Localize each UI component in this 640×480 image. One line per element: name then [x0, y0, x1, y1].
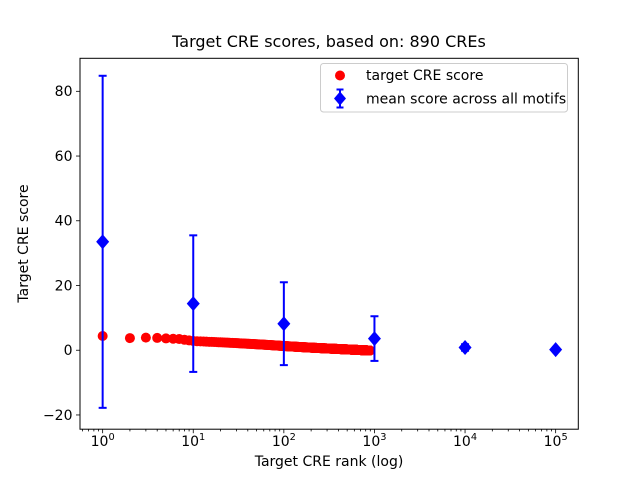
y-tick-label: 80	[55, 84, 73, 100]
x-tick-label: 104	[453, 432, 477, 450]
x-axis-ticks: 100 101 102 103 104 105	[82, 429, 568, 450]
legend-circle-icon	[335, 70, 345, 81]
x-tick-label: 105	[544, 432, 568, 450]
y-tick-label: 40	[55, 214, 73, 230]
target-score-point	[124, 333, 135, 344]
mean-score-point	[549, 342, 563, 358]
y-axis-ticks: −20 0 20 40 60 80	[43, 84, 80, 424]
mean-score-point	[458, 339, 472, 355]
y-tick-label: 20	[55, 278, 73, 294]
mean-score-point	[277, 316, 291, 332]
y-tick-label: 0	[64, 343, 73, 359]
mean-score-point	[367, 331, 381, 347]
y-tick-label: 60	[55, 149, 73, 165]
y-tick-label: −20	[43, 408, 73, 424]
x-tick-label: 101	[181, 432, 205, 450]
target-score-point	[364, 345, 375, 356]
y-axis-label: Target CRE score	[16, 184, 32, 303]
mean-score-point	[96, 234, 110, 250]
legend-diamond-icon	[334, 88, 346, 109]
target-score-point	[160, 333, 171, 344]
series-target-cre-score	[97, 330, 375, 356]
target-score-point	[140, 332, 151, 343]
legend-box	[320, 63, 568, 113]
target-score-point	[152, 332, 163, 343]
x-axis-label: Target CRE rank (log)	[254, 454, 404, 470]
plot-area	[80, 58, 579, 430]
legend-label-mean-score: mean score across all motifs	[366, 92, 566, 108]
legend: target CRE score mean score across all m…	[320, 63, 568, 113]
x-tick-label: 100	[91, 432, 115, 450]
mean-score-point	[186, 296, 200, 312]
legend-label-target-cre-score: target CRE score	[366, 68, 483, 84]
x-tick-label: 102	[272, 432, 296, 450]
chart-title: Target CRE scores, based on: 890 CREs	[171, 32, 486, 51]
x-tick-label: 103	[362, 432, 386, 450]
plot-border	[79, 57, 579, 430]
series-mean-score	[96, 74, 563, 409]
